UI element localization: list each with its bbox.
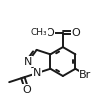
Text: CH₃: CH₃ (31, 28, 47, 37)
Text: N: N (24, 57, 32, 67)
Text: O: O (23, 85, 31, 95)
Text: Br: Br (79, 70, 91, 80)
Text: N: N (33, 68, 41, 78)
Text: O: O (45, 28, 54, 38)
Text: O: O (71, 28, 80, 38)
